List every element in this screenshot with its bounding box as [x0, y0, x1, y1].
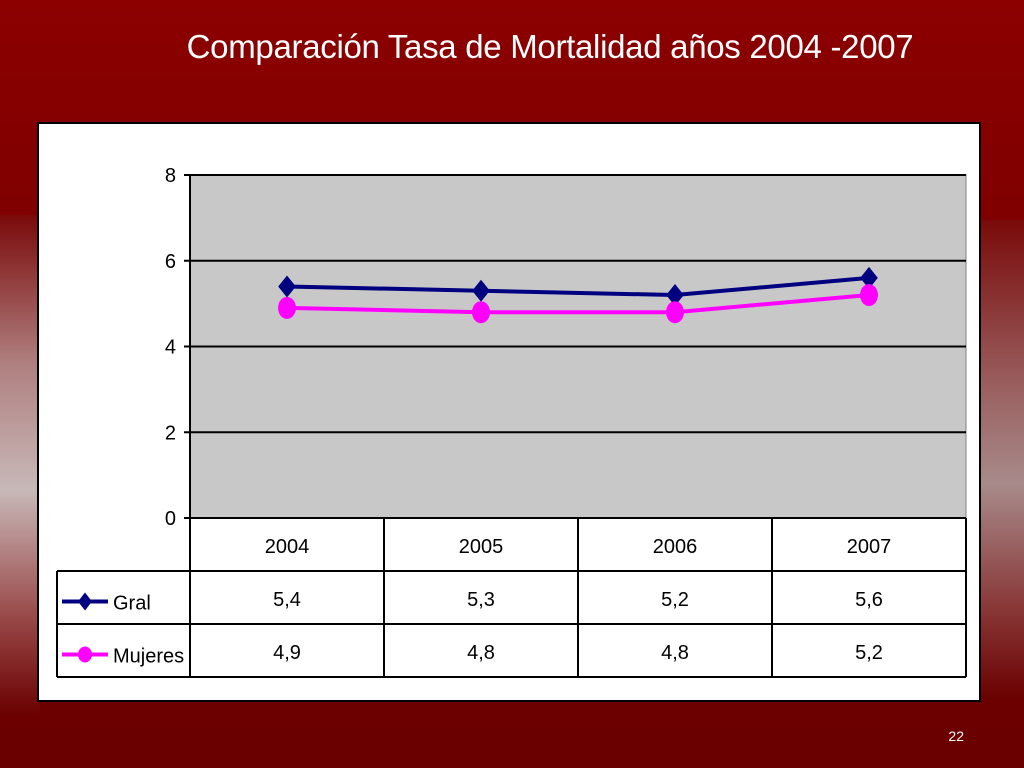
legend-label: Gral — [113, 593, 151, 615]
right-shade-decoration — [980, 220, 1024, 700]
x-category-label: 2004 — [265, 536, 310, 558]
y-tick-label: 4 — [165, 337, 176, 359]
series-line-gral — [286, 275, 870, 298]
left-shade-decoration — [0, 215, 40, 715]
data-point-gral — [472, 279, 490, 302]
data-table-value: 5,6 — [855, 589, 883, 611]
y-tick-label: 8 — [165, 165, 176, 187]
data-point-mujeres — [860, 284, 878, 307]
legend-key-marker — [78, 592, 92, 611]
data-point-gral — [278, 275, 296, 298]
data-point-mujeres — [666, 301, 684, 324]
data-table-value: 5,2 — [661, 589, 689, 611]
slide-title: Comparación Tasa de Mortalidad años 2004… — [186, 28, 914, 65]
data-table-value: 4,8 — [661, 642, 689, 664]
data-table-value: 4,8 — [467, 642, 495, 664]
data-point-mujeres — [472, 301, 490, 324]
series-line-mujeres — [286, 293, 870, 315]
data-table-value: 4,9 — [273, 642, 301, 664]
data-point-gral — [860, 266, 878, 289]
legend-key-marker — [78, 646, 92, 663]
data-point-gral — [666, 284, 684, 307]
y-tick-label: 2 — [165, 422, 176, 444]
y-tick-label: 0 — [165, 508, 176, 530]
x-category-label: 2006 — [653, 536, 698, 558]
data-table-value: 5,4 — [273, 589, 301, 611]
page-number: 22 — [948, 728, 964, 744]
data-table-value: 5,3 — [467, 589, 495, 611]
y-tick-label: 6 — [165, 251, 176, 273]
data-point-mujeres — [278, 296, 296, 319]
data-table-value: 5,2 — [855, 642, 883, 664]
x-category-label: 2005 — [459, 536, 504, 558]
x-category-label: 2007 — [847, 536, 892, 558]
legend-label: Mujeres — [113, 646, 184, 668]
